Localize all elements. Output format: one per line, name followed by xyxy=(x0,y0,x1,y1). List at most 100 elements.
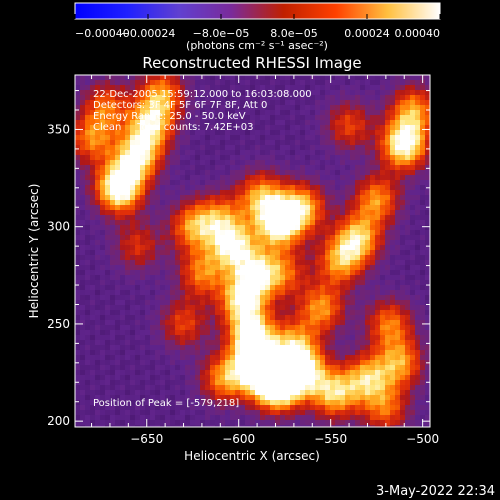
heatmap-cell xyxy=(95,420,101,426)
heatmap-cell xyxy=(400,85,406,91)
heatmap-cell xyxy=(185,355,191,361)
heatmap-cell xyxy=(295,395,301,401)
heatmap-cell xyxy=(235,415,241,421)
heatmap-cell xyxy=(210,200,216,206)
heatmap-cell xyxy=(315,300,321,306)
heatmap-cell xyxy=(215,250,221,256)
heatmap-cell xyxy=(310,195,316,201)
heatmap-cell xyxy=(215,75,221,81)
heatmap-cell xyxy=(200,245,206,251)
heatmap-cell xyxy=(320,365,326,371)
heatmap-cell xyxy=(195,320,201,326)
heatmap-cell xyxy=(125,265,131,271)
heatmap-cell xyxy=(350,220,356,226)
heatmap-cell xyxy=(105,140,111,146)
heatmap-cell xyxy=(380,310,386,316)
heatmap-cell xyxy=(155,290,161,296)
heatmap-cell xyxy=(150,290,156,296)
heatmap-cell xyxy=(100,385,106,391)
heatmap-cell xyxy=(75,260,81,266)
heatmap-cell xyxy=(135,225,141,231)
heatmap-cell xyxy=(300,140,306,146)
heatmap-cell xyxy=(120,150,126,156)
heatmap-cell xyxy=(205,365,211,371)
heatmap-cell xyxy=(310,220,316,226)
heatmap-cell xyxy=(380,405,386,411)
heatmap-cell xyxy=(305,140,311,146)
heatmap-cell xyxy=(365,145,371,151)
heatmap-cell xyxy=(395,180,401,186)
heatmap-cell xyxy=(330,200,336,206)
heatmap-cell xyxy=(280,125,286,131)
heatmap-cell xyxy=(420,350,426,356)
heatmap-cell xyxy=(290,350,296,356)
heatmap-cell xyxy=(255,200,261,206)
heatmap-cell xyxy=(315,400,321,406)
heatmap-cell xyxy=(270,285,276,291)
heatmap-cell xyxy=(335,220,341,226)
heatmap-cell xyxy=(195,405,201,411)
heatmap-cell xyxy=(115,280,121,286)
heatmap-cell xyxy=(405,270,411,276)
heatmap-cell xyxy=(80,100,86,106)
heatmap-cell xyxy=(125,295,131,301)
heatmap-cell xyxy=(275,145,281,151)
heatmap-cell xyxy=(425,365,430,371)
heatmap-cell xyxy=(345,375,351,381)
heatmap-cell xyxy=(360,325,366,331)
heatmap-cell xyxy=(295,90,301,96)
heatmap-cell xyxy=(390,390,396,396)
heatmap-cell xyxy=(185,195,191,201)
heatmap-cell xyxy=(95,400,101,406)
heatmap-cell xyxy=(340,270,346,276)
heatmap-cell xyxy=(325,125,331,131)
heatmap-cell xyxy=(195,245,201,251)
heatmap-cell xyxy=(155,130,161,136)
heatmap-cell xyxy=(85,175,91,181)
heatmap-cell xyxy=(135,170,141,176)
heatmap-cell xyxy=(320,85,326,91)
heatmap-cell xyxy=(270,225,276,231)
heatmap-cell xyxy=(155,200,161,206)
heatmap-cell xyxy=(400,290,406,296)
heatmap-cell xyxy=(155,160,161,166)
heatmap-cell xyxy=(345,220,351,226)
heatmap-cell xyxy=(365,385,371,391)
heatmap-cell xyxy=(305,210,311,216)
heatmap-cell xyxy=(140,180,146,186)
heatmap-cell xyxy=(85,340,91,346)
heatmap-cell xyxy=(95,410,101,416)
heatmap-cell xyxy=(80,220,86,226)
heatmap-cell xyxy=(350,180,356,186)
heatmap-cell xyxy=(140,165,146,171)
heatmap-cell xyxy=(155,345,161,351)
heatmap-cell xyxy=(380,270,386,276)
heatmap-cell xyxy=(205,120,211,126)
heatmap-cell xyxy=(300,350,306,356)
heatmap-cell xyxy=(420,100,426,106)
heatmap-cell xyxy=(125,110,131,116)
heatmap-cell xyxy=(295,230,301,236)
heatmap-cell xyxy=(410,400,416,406)
heatmap-cell xyxy=(405,255,411,261)
heatmap-cell xyxy=(385,150,391,156)
heatmap-cell xyxy=(375,255,381,261)
heatmap-cell xyxy=(365,255,371,261)
heatmap-cell xyxy=(100,380,106,386)
heatmap-cell xyxy=(315,320,321,326)
heatmap-cell xyxy=(75,215,81,221)
heatmap-cell xyxy=(185,230,191,236)
heatmap-cell xyxy=(350,405,356,411)
heatmap-cell xyxy=(350,145,356,151)
heatmap-cell xyxy=(200,230,206,236)
heatmap-cell xyxy=(95,75,101,81)
heatmap-cell xyxy=(405,190,411,196)
heatmap-cell xyxy=(415,275,421,281)
heatmap-cell xyxy=(75,305,81,311)
heatmap-cell xyxy=(235,165,241,171)
heatmap-cell xyxy=(175,125,181,131)
heatmap-cell xyxy=(390,295,396,301)
heatmap-cell xyxy=(390,300,396,306)
heatmap-cell xyxy=(295,235,301,241)
heatmap-cell xyxy=(155,285,161,291)
